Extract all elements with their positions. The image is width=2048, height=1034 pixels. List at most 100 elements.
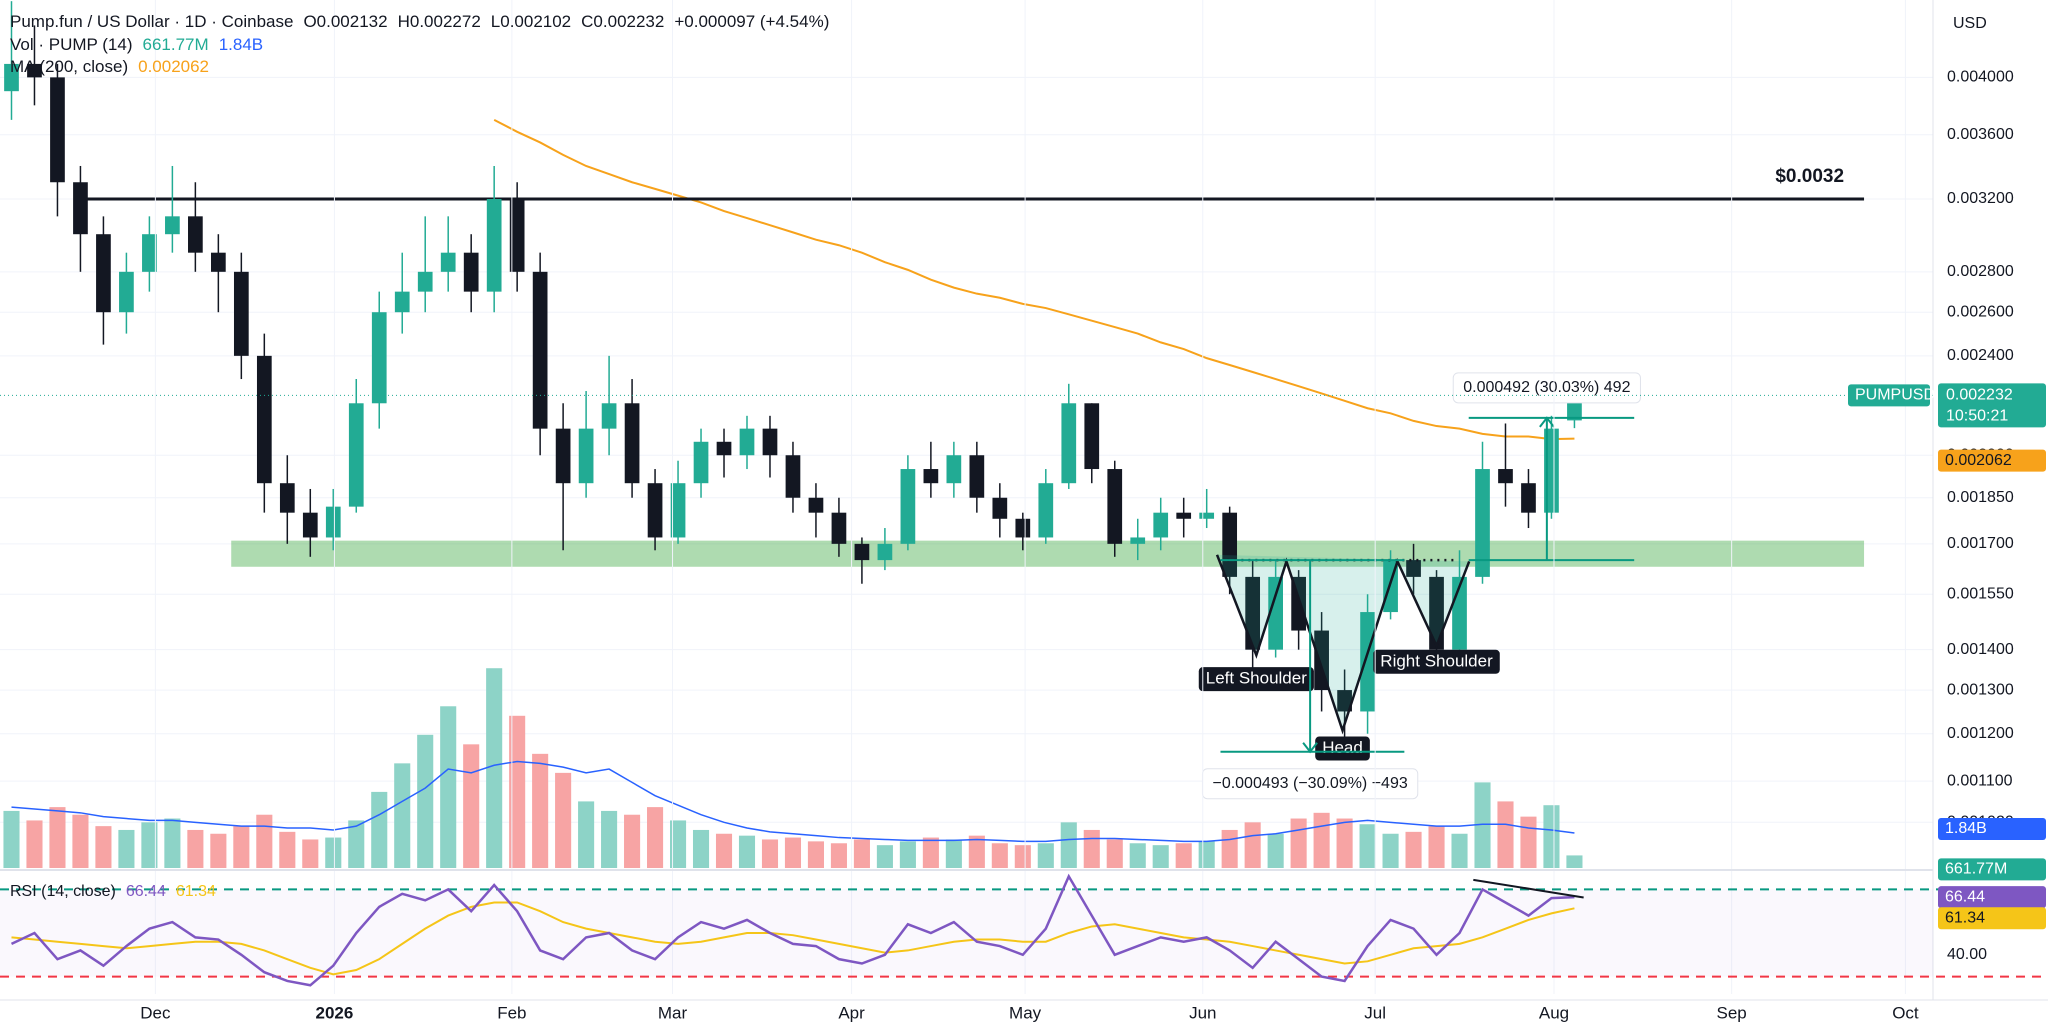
candle-body <box>877 543 893 561</box>
candle-body <box>578 428 594 484</box>
volume-bar <box>141 822 158 868</box>
volume-bar <box>302 839 319 868</box>
candle-body <box>256 355 272 484</box>
x-tick-label: Jun <box>1189 1003 1216 1022</box>
volume-bar <box>463 744 480 868</box>
ma-tag-bg <box>1938 449 2046 472</box>
volume-bar <box>95 826 112 868</box>
symbol-title: Pump.fun / US Dollar · 1D · Coinbase <box>10 12 293 31</box>
x-tick-label: Aug <box>1539 1003 1569 1022</box>
measure-label: −0.000493 (−30.09%) −493 <box>1212 775 1407 792</box>
x-tick-label: Dec <box>140 1003 171 1022</box>
volume-bar <box>417 734 434 868</box>
header-line: Pump.fun / US Dollar · 1D · Coinbase O0.0… <box>10 12 829 31</box>
candle-body <box>532 271 548 429</box>
candle-body <box>371 312 387 404</box>
candle-body <box>417 271 433 292</box>
volume-bar <box>692 829 710 868</box>
volume-bar <box>486 668 503 868</box>
volume-bar <box>49 807 66 868</box>
volume-bar <box>991 843 1008 868</box>
candle-body <box>1498 469 1513 484</box>
pattern-label-bg <box>1315 736 1370 761</box>
rsi-ma-legend-value: 61.34 <box>176 883 216 900</box>
candle-body <box>188 216 203 253</box>
volume-bar <box>256 814 273 868</box>
x-tick-label: Oct <box>1892 1003 1919 1022</box>
volume-bar <box>72 814 89 868</box>
pattern-label-bg <box>1373 649 1500 674</box>
rsi-tag-bg <box>1938 886 2046 909</box>
candle-body <box>440 252 456 272</box>
y-tick-label: 0.002600 <box>1947 303 2014 320</box>
y-tick-label: 0.001200 <box>1947 725 2014 742</box>
volume-bar <box>187 829 204 868</box>
candle-body <box>210 252 226 272</box>
rsi-tick-label: 40.00 <box>1947 946 1987 963</box>
candle-body <box>233 271 249 356</box>
volume-bar <box>899 841 916 868</box>
volume-bar <box>647 807 664 868</box>
ohlc-readout: C0.002232 <box>581 12 664 31</box>
volume-bar <box>1405 831 1422 868</box>
pattern-label: Right Shoulder <box>1380 651 1493 670</box>
pattern-line <box>1215 554 1471 735</box>
volume-bar <box>1175 843 1192 868</box>
candle-body <box>509 199 525 272</box>
volume-bar <box>325 837 342 868</box>
candle-body <box>716 441 732 456</box>
candle-body <box>325 506 341 538</box>
volume-bar <box>1083 829 1100 868</box>
volume-bar <box>1313 812 1330 868</box>
candle-body <box>142 234 157 272</box>
volume-bar <box>669 820 687 868</box>
candle-body <box>1475 469 1490 577</box>
candle-body <box>1061 403 1077 484</box>
measure-arrowhead <box>1539 416 1555 428</box>
volume-bar <box>1290 818 1307 868</box>
candle-body <box>1153 512 1169 538</box>
y-tick-label: 0.001400 <box>1947 641 2014 658</box>
candle-body <box>279 483 295 513</box>
volume-bar <box>3 810 20 868</box>
volume-ma-line <box>11 760 1575 843</box>
x-tick-label: Mar <box>658 1003 688 1022</box>
measure-arrowhead <box>1302 742 1318 754</box>
rsi-ma-tag-bg <box>1938 907 2046 930</box>
volume-bar <box>1060 822 1077 868</box>
candle-body <box>4 63 19 92</box>
countdown-tag: 10:50:21 <box>1946 408 2008 425</box>
y-tick-label: 0.002400 <box>1947 347 2014 364</box>
volume-bar <box>233 826 250 868</box>
volume-bar <box>1244 822 1261 868</box>
candle-body <box>1015 518 1031 538</box>
currency-label: USD <box>1953 15 1987 32</box>
volume-bar <box>394 763 411 868</box>
y-tick-label: 0.001100 <box>1947 772 2013 789</box>
volume-bar <box>1520 816 1537 868</box>
volume-bar <box>1014 845 1031 868</box>
candle-body <box>463 252 479 292</box>
volume-bar <box>922 837 939 868</box>
volume-bar <box>1382 833 1399 868</box>
candle-body <box>1084 403 1100 470</box>
y-tick-label: 0.004000 <box>1947 69 2014 86</box>
pattern-fill <box>1217 554 1470 731</box>
symbol-tag-bg <box>1848 384 1930 407</box>
x-tick-label: 2026 <box>316 1003 354 1022</box>
volume-bar <box>601 810 618 868</box>
volume-bar <box>1359 824 1376 868</box>
pattern-label-bg <box>1198 667 1314 692</box>
volume-bar <box>371 791 388 868</box>
candle-body <box>1176 512 1192 519</box>
candle-body <box>900 469 916 544</box>
volume-bar <box>1451 833 1468 868</box>
candle-body <box>348 403 364 507</box>
candle-body <box>555 428 571 484</box>
candle-body <box>670 483 686 538</box>
y-tick-label: 0.003600 <box>1947 126 2014 143</box>
x-tick-label: Feb <box>497 1003 526 1022</box>
ma-line <box>493 118 1575 441</box>
candle-body <box>969 455 985 498</box>
